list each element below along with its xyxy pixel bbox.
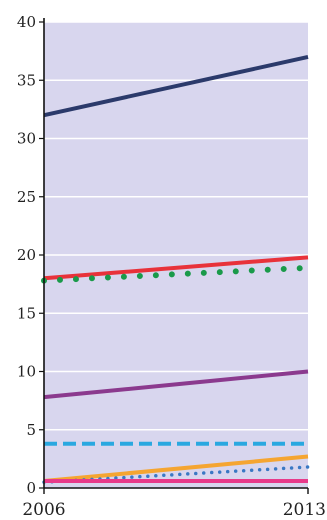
x-tick-label-2013: 2013 [283, 500, 326, 520]
y-tick-label-25: 25 [17, 188, 36, 206]
y-tick-labels: 0 5 10 15 20 25 30 35 40 [17, 13, 36, 497]
x-tick-labels: 2006 2013 [22, 500, 326, 520]
gridlines [44, 21, 308, 431]
y-tick-label-15: 15 [17, 304, 36, 322]
y-tick-label-5: 5 [26, 421, 36, 439]
y-tick-label-10: 10 [17, 363, 36, 381]
y-tick-label-40: 40 [17, 13, 36, 31]
series-line-6 [43, 454, 309, 484]
y-tick-label-20: 20 [17, 246, 36, 264]
series-line-1 [43, 54, 309, 118]
y-tick-label-35: 35 [17, 71, 36, 89]
series-lines [41, 54, 311, 484]
x-tick-label-2006: 2006 [22, 500, 65, 520]
y-tick-label-0: 0 [26, 479, 36, 497]
y-tick-label-30: 30 [17, 130, 36, 148]
axes [39, 18, 309, 494]
series-line-4 [43, 369, 309, 400]
series-line-2 [43, 255, 309, 281]
